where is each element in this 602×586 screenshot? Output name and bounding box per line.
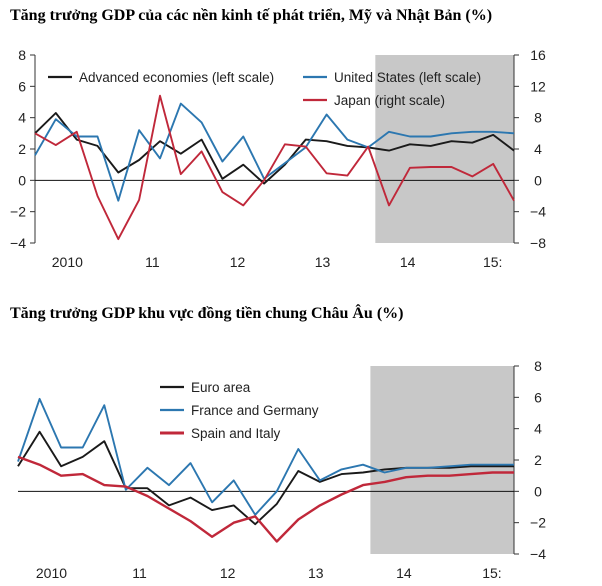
left-tick-label: 6 bbox=[18, 78, 26, 94]
legend-label: Euro area bbox=[191, 380, 251, 395]
x-tick-label: 11 bbox=[145, 254, 160, 270]
left-tick-label: 8 bbox=[18, 47, 26, 63]
right-tick-label: 8 bbox=[534, 110, 542, 126]
left-tick-label: 0 bbox=[18, 172, 26, 188]
right-tick-label: 8 bbox=[534, 358, 542, 374]
right-tick-label: 12 bbox=[530, 78, 546, 94]
right-tick-label: 4 bbox=[534, 421, 542, 437]
x-tick-label: 2010 bbox=[36, 565, 67, 581]
series-line-3 bbox=[17, 455, 514, 543]
x-tick-label: 13 bbox=[308, 565, 324, 581]
x-tick-label: 12 bbox=[230, 254, 246, 270]
legend: Advanced economies (left scale) United St… bbox=[48, 70, 481, 108]
right-tick-label: 2 bbox=[534, 452, 542, 468]
left-tick-label: 2 bbox=[18, 141, 26, 157]
right-tick-label: 16 bbox=[530, 47, 546, 63]
x-tick-label: 14 bbox=[396, 565, 412, 581]
x-tick-label: 11 bbox=[132, 565, 147, 581]
right-tick-label: 0 bbox=[534, 172, 542, 188]
right-tick-label: 0 bbox=[534, 483, 542, 499]
right-tick-label: −4 bbox=[530, 546, 546, 562]
series-line-2 bbox=[17, 397, 514, 516]
chart-2-title: Tăng trưởng GDP khu vực đồng tiền chung … bbox=[10, 305, 404, 322]
forecast-shading bbox=[375, 55, 514, 243]
legend-label: France and Germany bbox=[191, 403, 319, 418]
chart-1: −4 −2 0 2 4 6 8 −8 −4 0 4 8 12 16 2010 11 12 13 14 15: Advan… bbox=[10, 47, 546, 270]
chart-1-title: Tăng trưởng GDP của các nền kinh tế phát… bbox=[10, 7, 493, 24]
x-tick-label: 14 bbox=[400, 254, 416, 270]
legend-label: Spain and Italy bbox=[191, 426, 281, 441]
right-tick-label: −8 bbox=[530, 235, 546, 251]
right-tick-label: −4 bbox=[530, 204, 546, 220]
right-tick-label: 4 bbox=[534, 141, 542, 157]
series-line-2 bbox=[34, 102, 515, 202]
chart-2: −4 −2 0 2 4 6 8 2010 11 12 13 14 15: Euro area France … bbox=[17, 358, 546, 581]
right-tick-label: −2 bbox=[530, 515, 546, 531]
forecast-shading bbox=[370, 366, 514, 554]
x-tick-label: 13 bbox=[315, 254, 331, 270]
left-tick-label: −4 bbox=[10, 235, 26, 251]
x-tick-label: 2010 bbox=[52, 254, 83, 270]
legend-label: Advanced economies (left scale) bbox=[79, 70, 274, 85]
x-tick-label: 12 bbox=[220, 565, 236, 581]
legend: Euro area France and Germany Spain and Ita… bbox=[160, 380, 319, 441]
right-tick-label: 6 bbox=[534, 389, 542, 405]
x-tick-label: 15: bbox=[483, 254, 502, 270]
left-tick-label: −2 bbox=[10, 204, 26, 220]
series-line-1 bbox=[34, 112, 515, 185]
left-tick-label: 4 bbox=[18, 110, 26, 126]
legend-label: United States (left scale) bbox=[334, 70, 481, 85]
x-tick-label: 15: bbox=[482, 565, 501, 581]
legend-label: Japan (right scale) bbox=[334, 93, 445, 108]
series-line-3 bbox=[34, 94, 515, 241]
